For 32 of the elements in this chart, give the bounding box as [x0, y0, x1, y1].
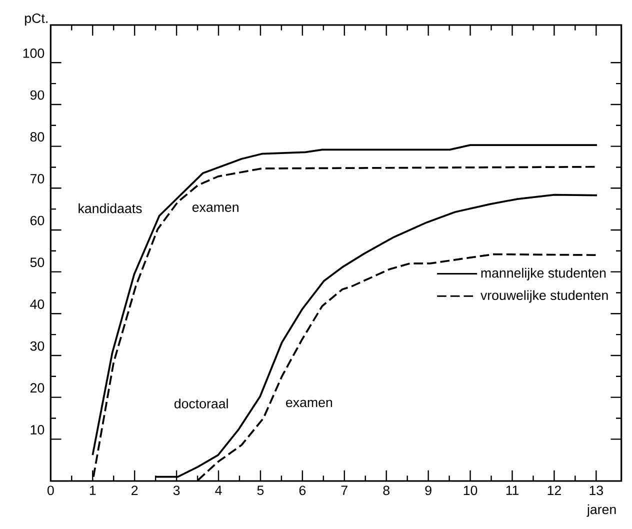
y-tick-label: 90: [30, 90, 44, 100]
annotation: examen: [286, 400, 332, 408]
y-tick-label: 30: [30, 341, 44, 351]
annotation: examen: [192, 204, 238, 212]
legend-label: mannelijke studenten: [481, 268, 606, 280]
x-tick-label: 4: [215, 486, 222, 495]
y-tick-label: 20: [30, 383, 44, 393]
x-tick-label: 13: [590, 486, 603, 496]
x-tick-label: 10: [464, 486, 478, 496]
x-tick-label: 2: [132, 486, 138, 496]
x-tick-label: 0: [47, 486, 54, 496]
x-tick-label: 7: [341, 486, 348, 495]
y-tick-label: 60: [30, 216, 44, 226]
x-tick-label: 1: [90, 486, 96, 495]
annotation: kandidaats: [78, 203, 142, 214]
x-tick-label: 5: [257, 486, 264, 496]
annotation: doctoraal: [174, 398, 228, 408]
y-tick-label: 70: [30, 174, 44, 184]
x-axis-title: jaren: [586, 504, 616, 517]
x-tick-label: 11: [506, 486, 519, 495]
x-tick-label: 9: [425, 486, 432, 496]
y-tick-label: 50: [30, 258, 44, 268]
x-tick-label: 8: [383, 486, 390, 496]
legend-label: vrouwelijke studenten: [480, 290, 608, 303]
y-axis-title: pCt.: [25, 14, 48, 26]
y-tick-label: 40: [30, 300, 44, 309]
y-tick-label: 10: [30, 425, 44, 434]
x-tick-label: 3: [173, 486, 180, 496]
x-tick-label: 6: [299, 486, 306, 496]
y-tick-label: 80: [30, 132, 44, 142]
y-tick-label: 100: [23, 48, 44, 58]
x-tick-label: 12: [548, 486, 561, 496]
